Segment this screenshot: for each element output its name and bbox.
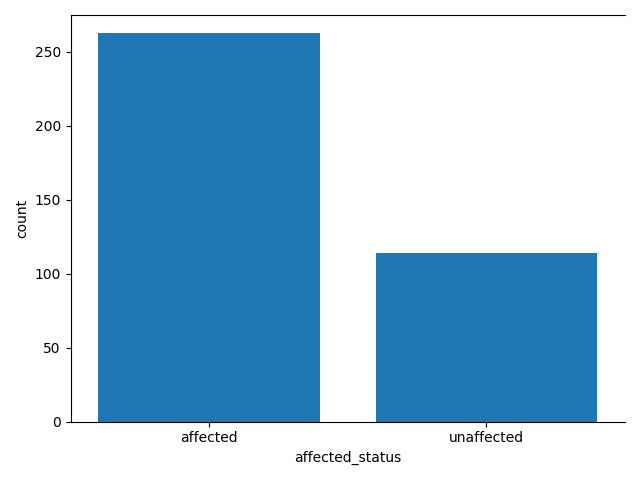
- Bar: [376, 253, 597, 421]
- Y-axis label: count: count: [15, 199, 29, 238]
- Bar: [99, 33, 320, 421]
- X-axis label: affected_status: affected_status: [294, 451, 401, 465]
